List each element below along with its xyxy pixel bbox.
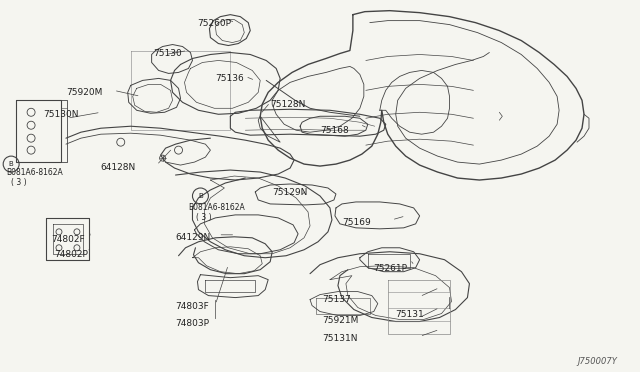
Text: J750007Y: J750007Y	[577, 357, 617, 366]
Text: 75261P: 75261P	[373, 264, 407, 273]
Text: B: B	[9, 161, 13, 167]
Text: 75169: 75169	[342, 218, 371, 227]
Text: 75130: 75130	[154, 48, 182, 58]
Text: 75129N: 75129N	[272, 188, 308, 197]
Text: B081A6-8162A: B081A6-8162A	[6, 168, 63, 177]
Text: 75920M: 75920M	[66, 89, 102, 97]
Text: 74803F: 74803F	[175, 302, 209, 311]
Text: 75137: 75137	[322, 295, 351, 304]
Text: 64129N: 64129N	[175, 233, 211, 242]
Text: ( 3 ): ( 3 )	[11, 178, 27, 187]
Text: 75168: 75168	[320, 126, 349, 135]
Text: 74802P: 74802P	[54, 250, 88, 259]
Text: 75130N: 75130N	[43, 110, 79, 119]
Text: 75131N: 75131N	[322, 334, 358, 343]
Text: 75260P: 75260P	[198, 19, 232, 28]
Text: 74803P: 74803P	[175, 320, 209, 328]
Text: ( 3 ): ( 3 )	[196, 213, 212, 222]
Text: 74802F: 74802F	[51, 235, 84, 244]
Text: 75131: 75131	[396, 310, 424, 318]
Text: 64128N: 64128N	[101, 163, 136, 172]
Text: 75921M: 75921M	[322, 315, 358, 324]
Text: 75128N: 75128N	[270, 100, 305, 109]
Text: B: B	[198, 193, 203, 199]
Text: 75136: 75136	[216, 74, 244, 83]
Text: B081A6-8162A: B081A6-8162A	[189, 203, 245, 212]
